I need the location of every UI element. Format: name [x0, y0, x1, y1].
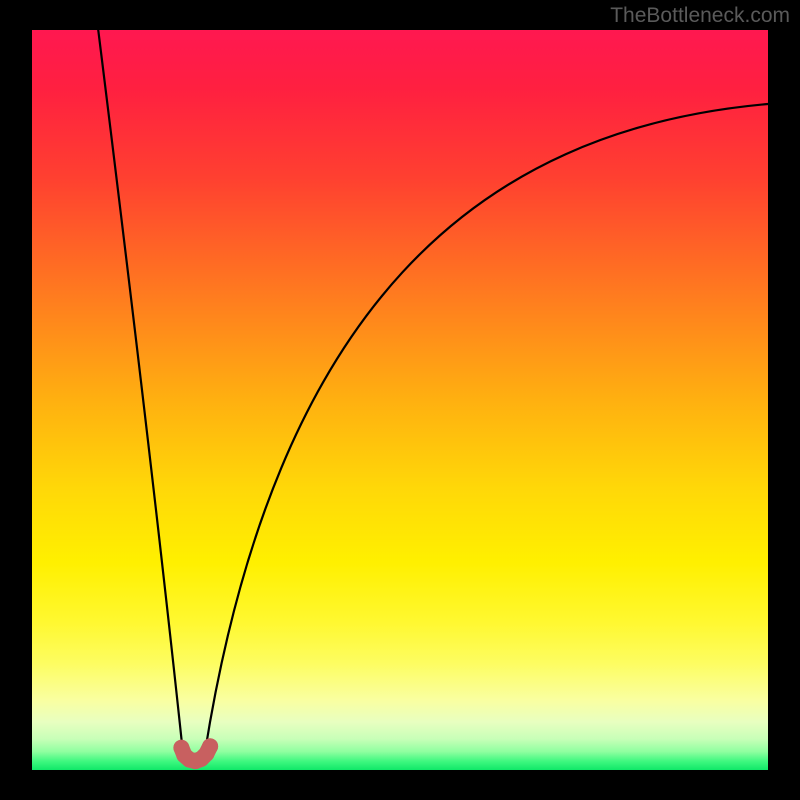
chart-container: TheBottleneck.com — [0, 0, 800, 800]
valley-dot — [202, 738, 218, 754]
chart-svg — [0, 0, 800, 800]
watermark-text: TheBottleneck.com — [610, 4, 790, 28]
